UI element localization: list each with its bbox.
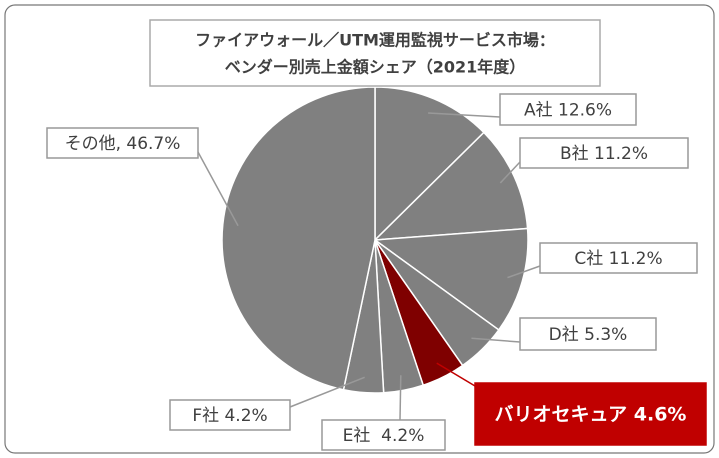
leader-line	[197, 151, 239, 227]
data-label: バリオセキュア 4.6%	[495, 404, 687, 426]
pie-slice	[373, 131, 529, 241]
data-label: D社 5.3%	[549, 325, 628, 345]
data-label: E社 4.2%	[343, 426, 425, 446]
label-box	[539, 242, 698, 274]
label-box	[519, 137, 689, 169]
leader-line	[289, 376, 365, 408]
leader-line	[436, 362, 476, 387]
label-box	[474, 382, 707, 446]
label-box	[499, 93, 637, 126]
label-box	[46, 127, 199, 159]
chart-title: ベンダー別売上金額シェア（2021年度）	[225, 58, 526, 77]
data-label: その他, 46.7%	[65, 134, 181, 154]
data-label: A社 12.6%	[524, 101, 612, 121]
label-box	[169, 399, 291, 431]
label-box	[321, 419, 446, 451]
pie-slice	[374, 86, 485, 242]
leader-line	[399, 375, 402, 421]
data-label: B社 11.2%	[560, 144, 648, 164]
leader-line	[471, 337, 521, 343]
data-label: C社 11.2%	[574, 249, 662, 269]
pie-slice	[372, 227, 529, 331]
data-label: F社 4.2%	[192, 406, 267, 426]
chart-title: ファイアウォール／UTM運用監視サービス市場：	[195, 31, 555, 50]
pie-slice	[221, 86, 376, 391]
leader-line	[507, 265, 541, 279]
title-box	[149, 19, 601, 87]
leader-line	[499, 161, 521, 184]
callouts: A社 12.6% B社 11.2% C社 11.2% D社 5.3% バリオセキュア 4…	[46, 93, 707, 451]
label-box	[519, 317, 657, 351]
pie	[221, 86, 529, 394]
leader-line	[428, 112, 501, 118]
